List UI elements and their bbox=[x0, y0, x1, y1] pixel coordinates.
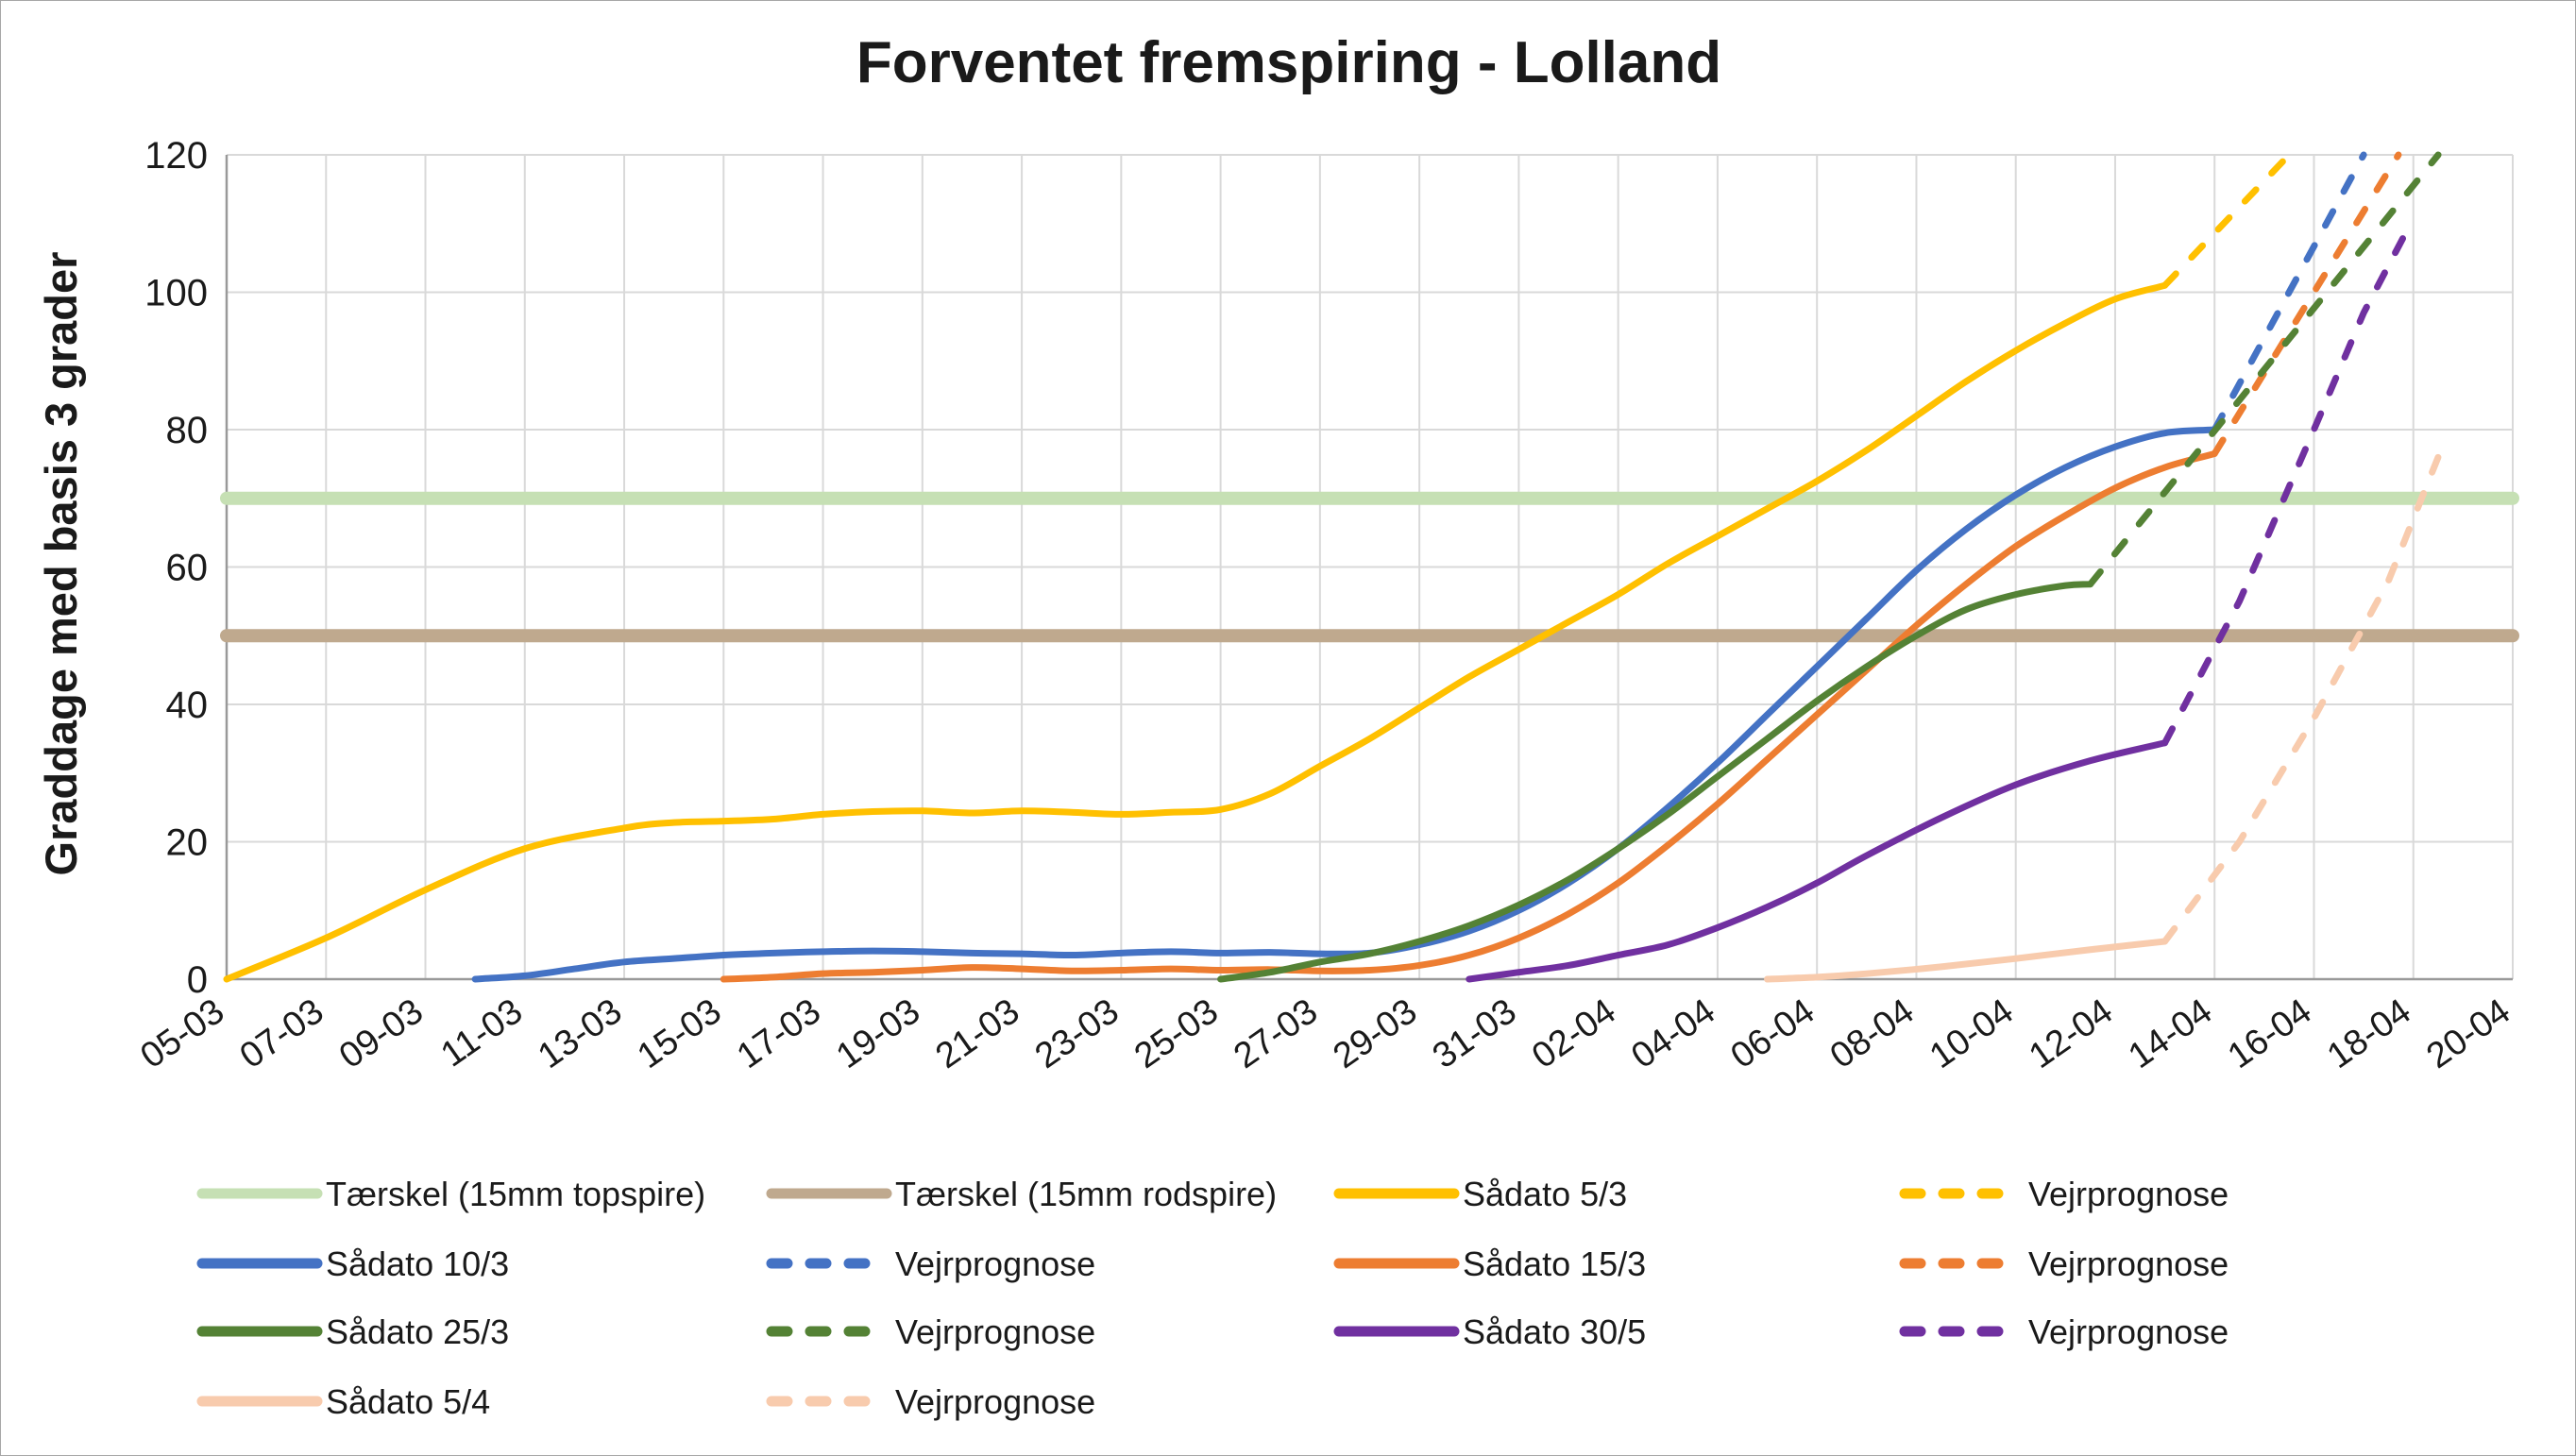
svg-text:15-03: 15-03 bbox=[631, 991, 729, 1076]
svg-text:Vejrprognose: Vejrprognose bbox=[895, 1244, 1095, 1283]
svg-text:Sådato 10/3: Sådato 10/3 bbox=[326, 1244, 509, 1283]
svg-text:120: 120 bbox=[144, 135, 208, 177]
svg-text:14-04: 14-04 bbox=[2122, 991, 2220, 1076]
svg-text:05-03: 05-03 bbox=[133, 991, 231, 1076]
svg-text:02-04: 02-04 bbox=[1525, 991, 1623, 1076]
svg-text:20: 20 bbox=[166, 822, 209, 864]
svg-text:Vejrprognose: Vejrprognose bbox=[2028, 1312, 2229, 1351]
svg-text:17-03: 17-03 bbox=[730, 991, 828, 1076]
svg-text:09-03: 09-03 bbox=[332, 991, 431, 1076]
svg-text:Sådato 5/3: Sådato 5/3 bbox=[1463, 1175, 1627, 1213]
svg-text:Sådato 25/3: Sådato 25/3 bbox=[326, 1312, 509, 1351]
svg-text:25-03: 25-03 bbox=[1127, 991, 1226, 1076]
svg-text:08-04: 08-04 bbox=[1823, 991, 1922, 1076]
svg-text:04-04: 04-04 bbox=[1624, 991, 1722, 1076]
svg-text:27-03: 27-03 bbox=[1227, 991, 1325, 1076]
svg-text:Vejrprognose: Vejrprognose bbox=[2028, 1244, 2229, 1283]
svg-text:Sådato 5/4: Sådato 5/4 bbox=[326, 1382, 490, 1421]
svg-text:Tærskel (15mm topspire): Tærskel (15mm topspire) bbox=[326, 1175, 705, 1213]
svg-text:07-03: 07-03 bbox=[233, 991, 331, 1076]
svg-text:20-04: 20-04 bbox=[2419, 991, 2517, 1076]
svg-text:10-04: 10-04 bbox=[1923, 991, 2021, 1076]
svg-text:Vejrprognose: Vejrprognose bbox=[895, 1382, 1095, 1421]
svg-text:Sådato 15/3: Sådato 15/3 bbox=[1463, 1244, 1646, 1283]
svg-text:29-03: 29-03 bbox=[1327, 991, 1425, 1076]
svg-text:100: 100 bbox=[144, 273, 208, 314]
svg-text:12-04: 12-04 bbox=[2022, 991, 2120, 1076]
svg-text:18-04: 18-04 bbox=[2320, 991, 2418, 1076]
svg-text:16-04: 16-04 bbox=[2221, 991, 2319, 1076]
svg-text:06-04: 06-04 bbox=[1724, 991, 1822, 1076]
svg-text:21-03: 21-03 bbox=[929, 991, 1027, 1076]
svg-text:Vejrprognose: Vejrprognose bbox=[2028, 1175, 2229, 1213]
svg-text:11-03: 11-03 bbox=[434, 991, 530, 1075]
svg-text:19-03: 19-03 bbox=[829, 991, 927, 1076]
svg-text:Vejrprognose: Vejrprognose bbox=[895, 1312, 1095, 1351]
svg-text:40: 40 bbox=[166, 685, 209, 726]
svg-text:23-03: 23-03 bbox=[1028, 991, 1127, 1076]
svg-text:Tærskel (15mm rodspire): Tærskel (15mm rodspire) bbox=[895, 1175, 1277, 1213]
svg-text:80: 80 bbox=[166, 410, 209, 451]
svg-text:Sådato 30/5: Sådato 30/5 bbox=[1463, 1312, 1646, 1351]
svg-text:31-03: 31-03 bbox=[1426, 991, 1524, 1076]
svg-text:60: 60 bbox=[166, 548, 209, 589]
svg-text:13-03: 13-03 bbox=[531, 991, 629, 1076]
